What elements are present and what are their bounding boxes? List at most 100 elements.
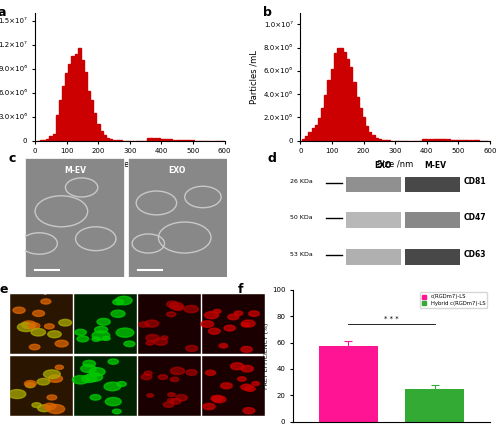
Circle shape — [168, 399, 174, 402]
Bar — [103, 135, 106, 141]
Bar — [324, 95, 327, 141]
Bar — [432, 139, 434, 141]
Bar — [148, 138, 150, 141]
Circle shape — [161, 336, 168, 340]
Bar — [378, 139, 381, 141]
Circle shape — [158, 375, 168, 380]
Text: EXO: EXO — [168, 166, 186, 175]
Bar — [362, 117, 365, 141]
Bar — [52, 134, 56, 141]
Circle shape — [28, 323, 40, 329]
Circle shape — [141, 374, 152, 380]
Bar — [346, 177, 401, 192]
Bar — [321, 108, 324, 141]
Bar — [106, 138, 109, 141]
X-axis label: Size /nm: Size /nm — [377, 160, 414, 169]
Bar — [426, 138, 428, 141]
Circle shape — [186, 345, 198, 351]
Bar — [138, 294, 200, 354]
Circle shape — [116, 328, 134, 337]
Circle shape — [124, 341, 135, 347]
Circle shape — [77, 336, 88, 342]
Circle shape — [170, 302, 183, 310]
Bar — [74, 294, 136, 354]
Bar — [308, 132, 312, 141]
Text: CD63: CD63 — [464, 250, 486, 259]
Circle shape — [37, 378, 50, 385]
Bar — [441, 139, 444, 141]
Circle shape — [75, 329, 86, 335]
Bar — [352, 82, 356, 141]
Circle shape — [104, 382, 120, 391]
Circle shape — [18, 323, 34, 331]
Bar — [170, 139, 172, 141]
Bar — [318, 346, 378, 422]
Bar — [346, 59, 349, 141]
Bar — [405, 213, 460, 228]
Circle shape — [138, 322, 148, 327]
Circle shape — [80, 365, 96, 373]
Circle shape — [170, 367, 184, 374]
Circle shape — [24, 380, 36, 387]
Bar — [450, 140, 454, 141]
Bar — [330, 69, 334, 141]
Bar — [460, 140, 463, 141]
Circle shape — [170, 399, 181, 404]
Text: a: a — [0, 6, 6, 20]
Bar — [88, 91, 90, 141]
Circle shape — [111, 310, 125, 317]
Circle shape — [220, 383, 232, 389]
Text: 53 KDa: 53 KDa — [290, 252, 312, 257]
Circle shape — [102, 337, 110, 340]
Bar — [138, 357, 200, 417]
Circle shape — [97, 318, 110, 325]
Bar — [176, 140, 178, 141]
Y-axis label: Particles /mL: Particles /mL — [249, 50, 258, 104]
Bar — [312, 127, 314, 141]
Circle shape — [234, 311, 242, 316]
Text: FRET: FRET — [162, 291, 178, 295]
Circle shape — [8, 390, 26, 399]
Circle shape — [116, 296, 132, 305]
Circle shape — [252, 382, 260, 386]
Circle shape — [41, 299, 51, 304]
Circle shape — [92, 337, 100, 341]
Text: * * *: * * * — [384, 316, 399, 322]
Bar — [306, 136, 308, 141]
Text: f: f — [238, 283, 244, 296]
Bar — [179, 140, 182, 141]
Circle shape — [55, 365, 64, 369]
Bar — [78, 48, 80, 141]
Bar — [359, 107, 362, 141]
Circle shape — [170, 377, 179, 382]
X-axis label: Size /nm: Size /nm — [112, 160, 148, 169]
Text: CD47: CD47 — [464, 213, 486, 222]
Bar — [100, 131, 103, 141]
Circle shape — [241, 366, 254, 372]
Circle shape — [26, 383, 35, 388]
Text: d: d — [268, 152, 276, 165]
Bar — [90, 100, 94, 141]
Text: DiI: DiI — [230, 291, 238, 295]
Circle shape — [55, 340, 68, 347]
Circle shape — [203, 403, 215, 410]
Bar — [10, 294, 72, 354]
Bar — [110, 139, 112, 141]
Circle shape — [86, 373, 102, 381]
Circle shape — [32, 310, 44, 317]
Circle shape — [206, 370, 216, 375]
Bar — [405, 250, 460, 265]
Y-axis label: FRET EFFICIENCY (%): FRET EFFICIENCY (%) — [264, 322, 269, 389]
Circle shape — [249, 311, 260, 317]
Text: Hybrid c(RGDm7)-LS: Hybrid c(RGDm7)-LS — [4, 364, 8, 409]
Text: 26 KDa: 26 KDa — [290, 179, 312, 184]
Circle shape — [90, 394, 101, 400]
Bar — [375, 138, 378, 141]
Circle shape — [241, 384, 252, 390]
Bar — [406, 389, 464, 422]
Bar — [84, 72, 87, 141]
Circle shape — [228, 314, 239, 320]
Circle shape — [186, 370, 197, 375]
Text: c: c — [9, 152, 16, 165]
Bar — [448, 139, 450, 141]
